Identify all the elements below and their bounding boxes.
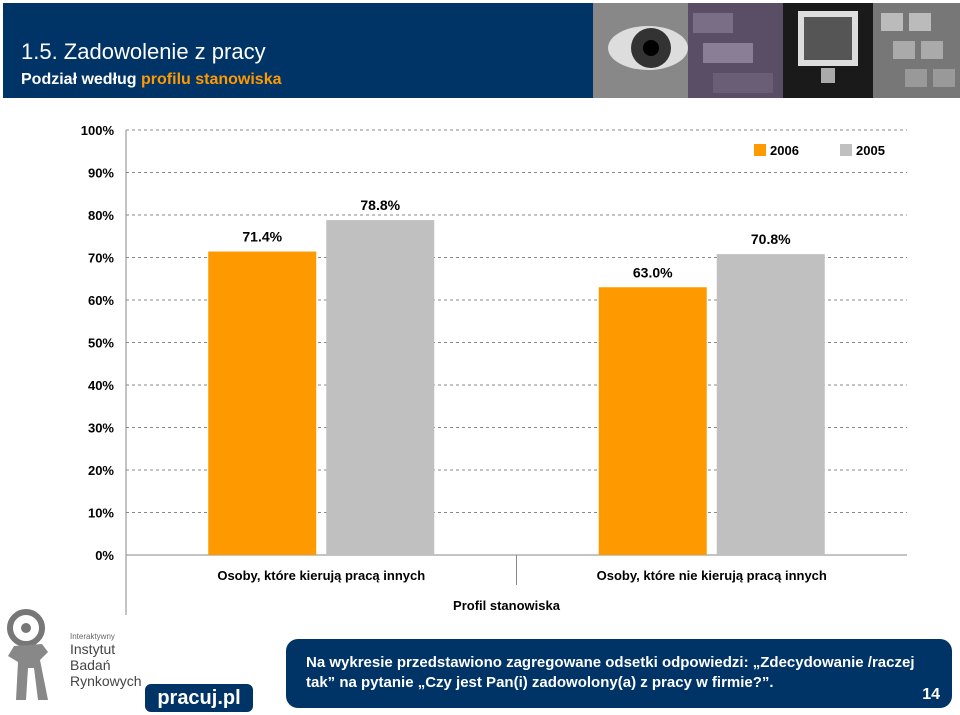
keys-photo [873, 3, 960, 98]
bar-2006 [208, 251, 317, 556]
legend-swatch-2006 [754, 144, 766, 156]
y-tick-label: 50% [88, 336, 114, 351]
footnote-text: Na wykresie przedstawiono zagregowane od… [306, 654, 915, 691]
bar-data-label: 63.0% [633, 264, 673, 280]
page-number: 14 [922, 686, 940, 703]
iibr-line3: Rynkowych [70, 673, 142, 689]
chart-area: 0% 10% 20% 30% 40% 50% 60% 70% 80% 90% 100% 71.4% 78… [62, 108, 907, 616]
y-tick-label: 30% [88, 421, 114, 436]
bar-data-label: 70.8% [751, 231, 791, 247]
y-tick-label: 60% [88, 293, 114, 308]
legend-swatch-2005 [840, 144, 852, 156]
y-tick-label: 20% [88, 463, 114, 478]
header-photo-strip [593, 3, 960, 98]
iibr-wordmark: Interaktywny Instytut Badań Rynkowych [70, 632, 142, 689]
y-tick-label: 0% [95, 548, 114, 563]
bar-2006 [598, 287, 707, 555]
legend-label: 2006 [770, 143, 799, 158]
y-tick-label: 70% [88, 251, 114, 266]
slide-title: 1.5. Zadowolenie z pracy [21, 39, 266, 64]
bar-2005 [716, 254, 825, 555]
category-label: Osoby, które kierują pracą innych [217, 568, 425, 583]
bar-data-label: 71.4% [242, 229, 282, 245]
iibr-line2: Badań [70, 657, 111, 673]
x-axis-title: Profil stanowiska [453, 598, 561, 613]
iibr-small-label: Interaktywny [70, 632, 115, 641]
y-tick-label: 10% [88, 506, 114, 521]
iibr-line1: Instytut [70, 641, 116, 657]
y-tick-label: 40% [88, 378, 114, 393]
category-label: Osoby, które nie kierują pracą innych [597, 568, 827, 583]
y-tick-label: 100% [81, 123, 115, 138]
iibr-figure-icon [7, 609, 48, 700]
y-tick-label: 90% [88, 166, 114, 181]
bar-2005 [326, 220, 435, 555]
monitor-photo [783, 3, 873, 98]
eye-photo [593, 3, 688, 98]
subtitle-prefix: Podział według [21, 71, 142, 88]
bar-chart: 0% 10% 20% 30% 40% 50% 60% 70% 80% 90% 100% 71.4% 78… [81, 123, 907, 615]
header-banner: 1.5. Zadowolenie z pracy Podział według … [3, 3, 593, 98]
pracuj-logo: pracuj.pl [145, 684, 253, 712]
bar-data-label: 78.8% [360, 197, 400, 213]
keyboard-photo [688, 3, 783, 98]
iibr-logo [4, 606, 140, 706]
legend-label: 2005 [856, 143, 885, 158]
subtitle-highlight: profilu stanowiska [141, 71, 282, 88]
y-tick-label: 80% [88, 208, 114, 223]
slide-subtitle: Podział według profilu stanowiska [21, 71, 281, 89]
footnote-box: Na wykresie przedstawiono zagregowane od… [286, 639, 952, 708]
